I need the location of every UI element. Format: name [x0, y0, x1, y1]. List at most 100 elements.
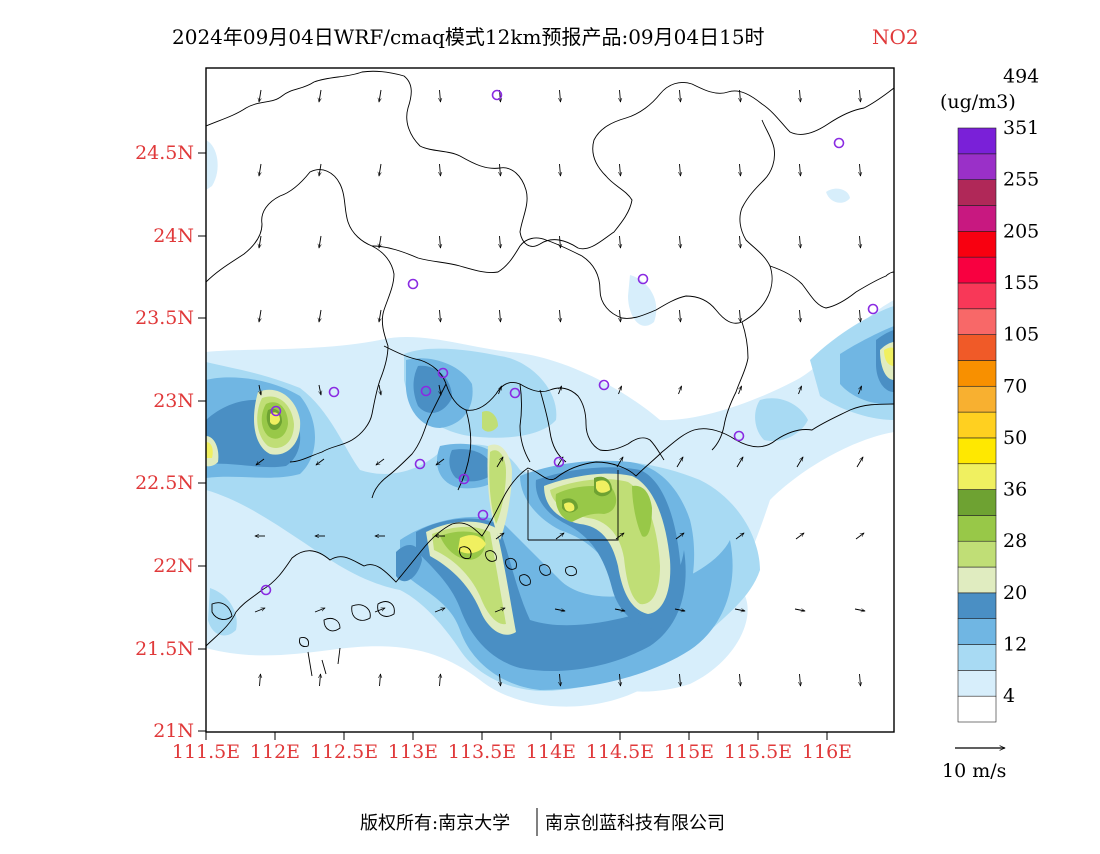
wind-arrow	[494, 608, 505, 613]
footer-right: 南京创蓝科技有限公司	[545, 813, 725, 834]
boundary-special	[527, 470, 619, 541]
lon-tick-label: 114E	[526, 741, 576, 763]
station-marker	[553, 456, 565, 468]
lon-tick-label: 113E	[388, 741, 438, 763]
wind-arrow	[618, 386, 622, 395]
wind-arrow	[560, 673, 561, 686]
wind-arrow	[860, 235, 861, 248]
wind-arrow	[560, 163, 561, 176]
wind-arrow	[740, 89, 741, 102]
lon-tick-label: 111.5E	[172, 741, 240, 763]
wind-arrow	[676, 457, 684, 468]
wind-arrow	[379, 235, 381, 248]
wind-arrow	[379, 163, 381, 176]
species-label: NO2	[872, 25, 919, 49]
wind-arrow	[320, 674, 321, 687]
wind-arrow	[858, 386, 862, 395]
lat-tick-label: 24N	[153, 225, 194, 247]
station-marker	[477, 509, 489, 521]
wind-arrow	[800, 89, 801, 102]
wind-arrow	[680, 235, 681, 248]
wind-arrow	[620, 673, 621, 686]
station-marker	[637, 273, 649, 285]
wind-arrow	[860, 89, 861, 102]
legend-label: 105	[1003, 324, 1039, 346]
station-marker	[867, 303, 879, 315]
wind-key: 10 m/s	[942, 748, 1006, 782]
wind-arrow	[856, 457, 864, 468]
lon-tick-label: 116E	[802, 741, 852, 763]
wind-arrow	[555, 533, 564, 540]
wind-arrow	[798, 386, 802, 395]
wind-arrow	[440, 235, 441, 248]
station-marker	[270, 405, 282, 417]
footer-left: 版权所有:南京大学	[360, 813, 510, 834]
wind-arrow	[319, 163, 321, 176]
wind-arrow	[860, 309, 861, 322]
wind-arrow	[736, 457, 744, 468]
legend-swatch	[957, 592, 997, 619]
wind-arrow	[254, 608, 265, 613]
legend-label: 50	[1003, 427, 1027, 449]
wind-arrow	[500, 235, 501, 248]
lat-axis: 24.5N 24N 23.5N 23N 22.5N 22N 21.5N 21N	[135, 142, 206, 742]
legend-swatch	[957, 153, 997, 180]
wind-arrow	[800, 309, 801, 322]
wind-arrow	[316, 458, 325, 465]
station-marker	[420, 385, 432, 397]
wind-arrow	[554, 609, 565, 611]
legend-swatch	[957, 256, 997, 284]
legend-swatch	[957, 515, 997, 542]
lat-tick-label: 23.5N	[135, 307, 194, 329]
legend-label: 12	[1003, 634, 1027, 656]
lon-tick-label: 112.5E	[310, 741, 378, 763]
legend-swatches	[957, 127, 997, 723]
wind-arrow	[374, 608, 385, 613]
lon-tick-label: 114.5E	[586, 741, 654, 763]
lon-axis: 111.5E 112E 112.5E 113E 113.5E 114E 114.…	[172, 732, 852, 763]
wind-arrow	[740, 673, 741, 686]
station-marker	[414, 458, 426, 470]
wind-arrow	[496, 457, 504, 468]
wind-arrow	[735, 533, 744, 540]
boundary-north-1	[206, 70, 894, 250]
wind-arrow	[795, 533, 804, 540]
monitoring-stations	[260, 89, 879, 596]
wind-arrow	[620, 309, 621, 322]
legend-labels: 4 12 20 28 36 50 70 105 155 205 255 351 494	[1003, 65, 1039, 707]
wind-arrow	[440, 89, 441, 102]
wind-arrow	[314, 608, 325, 613]
wind-arrow	[500, 163, 501, 176]
station-marker	[598, 379, 610, 391]
islands-pearl	[459, 546, 577, 586]
wind-arrow	[436, 458, 445, 465]
wind-arrow	[740, 309, 741, 322]
legend-swatch	[957, 618, 997, 645]
lat-tick-label: 22N	[153, 555, 194, 577]
wind-arrow	[500, 673, 501, 686]
legend-swatch	[957, 282, 997, 310]
station-marker	[437, 367, 449, 379]
station-marker	[328, 386, 340, 398]
coastline	[206, 403, 894, 647]
lat-tick-label: 24.5N	[135, 142, 194, 164]
wind-arrow	[319, 309, 321, 322]
wind-arrow	[259, 89, 261, 102]
legend-swatch	[957, 566, 997, 594]
station-marker	[407, 278, 419, 290]
wind-arrow	[319, 235, 321, 248]
wind-key-label: 10 m/s	[942, 760, 1006, 782]
wind-arrow	[498, 386, 502, 395]
wind-arrow	[500, 309, 501, 322]
color-legend: (ug/m3) 4 12 20 28 36 50 70 105 155 205 255 351 494	[940, 65, 1039, 723]
wind-arrow	[380, 674, 381, 687]
wind-arrow	[319, 89, 321, 102]
legend-swatch	[957, 179, 997, 206]
legend-swatch	[957, 385, 997, 413]
wind-arrow	[440, 674, 441, 687]
wind-arrow	[678, 386, 682, 395]
wind-arrow	[674, 609, 685, 611]
wind-arrow	[738, 386, 742, 395]
wind-arrow	[800, 235, 801, 248]
